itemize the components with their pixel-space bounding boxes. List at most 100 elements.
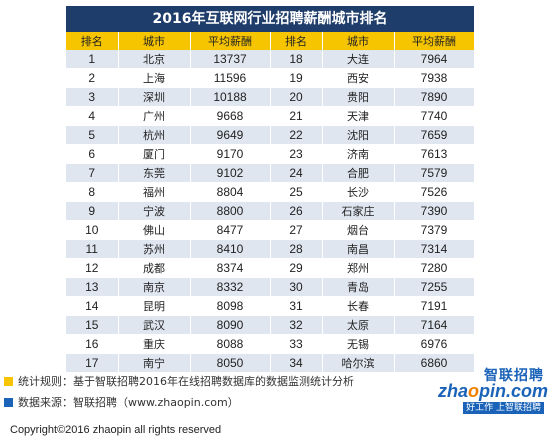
rank-cell: 34 (270, 353, 323, 373)
salary-cell: 7964 (394, 50, 475, 69)
header-city: 城市 (322, 32, 395, 50)
salary-cell: 8374 (190, 258, 271, 278)
city-cell: 佛山 (118, 220, 191, 240)
salary-cell: 9170 (190, 144, 271, 164)
city-cell: 沈阳 (322, 125, 395, 145)
rank-cell: 10 (66, 220, 119, 240)
table-row: 15 武汉 8090 32 太原 7164 (66, 315, 475, 335)
rank-cell: 27 (270, 220, 323, 240)
note-source-text: 数据来源：智联招聘（www.zhaopin.com） (18, 396, 239, 409)
header-rank: 排名 (66, 32, 119, 50)
salary-cell: 8800 (190, 201, 271, 221)
table-row: 10 佛山 8477 27 烟台 7379 (66, 220, 475, 240)
salary-cell: 7191 (394, 296, 475, 316)
city-cell: 苏州 (118, 239, 191, 259)
salary-cell: 6860 (394, 353, 475, 373)
city-cell: 济南 (322, 144, 395, 164)
salary-cell: 7526 (394, 182, 475, 202)
table-row: 9 宁波 8800 26 石家庄 7390 (66, 201, 475, 221)
salary-cell: 13737 (190, 50, 271, 69)
rank-cell: 29 (270, 258, 323, 278)
salary-cell: 7390 (394, 201, 475, 221)
table-row: 13 南京 8332 30 青岛 7255 (66, 277, 475, 297)
salary-cell: 7659 (394, 125, 475, 145)
rank-cell: 14 (66, 296, 119, 316)
rank-cell: 22 (270, 125, 323, 145)
salary-cell: 8804 (190, 182, 271, 202)
salary-cell: 8098 (190, 296, 271, 316)
table-row: 6 厦门 9170 23 济南 7613 (66, 144, 475, 164)
city-cell: 南京 (118, 277, 191, 297)
logo-brand: zhaopin.com (438, 381, 548, 402)
table-row: 12 成都 8374 29 郑州 7280 (66, 258, 475, 278)
salary-cell: 8088 (190, 334, 271, 354)
salary-cell: 7613 (394, 144, 475, 164)
rank-cell: 9 (66, 201, 119, 221)
table-row: 1 北京 13737 18 大连 7964 (66, 50, 475, 69)
logo-brand-post: pin.com (479, 381, 549, 401)
table-row: 3 深圳 10188 20 贵阳 7890 (66, 87, 475, 107)
salary-cell: 10188 (190, 87, 271, 107)
city-cell: 深圳 (118, 87, 191, 107)
rank-cell: 3 (66, 87, 119, 107)
city-cell: 广州 (118, 106, 191, 126)
table-row: 5 杭州 9649 22 沈阳 7659 (66, 125, 475, 145)
salary-cell: 6976 (394, 334, 475, 354)
table-row: 11 苏州 8410 28 南昌 7314 (66, 239, 475, 259)
city-cell: 上海 (118, 68, 191, 88)
salary-cell: 8332 (190, 277, 271, 297)
rank-cell: 26 (270, 201, 323, 221)
salary-cell: 9102 (190, 163, 271, 183)
rank-cell: 25 (270, 182, 323, 202)
rank-cell: 28 (270, 239, 323, 259)
rank-cell: 33 (270, 334, 323, 354)
salary-cell: 7255 (394, 277, 475, 297)
rank-cell: 5 (66, 125, 119, 145)
rank-cell: 24 (270, 163, 323, 183)
table-row: 2 上海 11596 19 西安 7938 (66, 68, 475, 88)
note-rule: 统计规则：基于智联招聘2016年在线招聘数据库的数据监测统计分析 (4, 371, 354, 392)
rank-cell: 23 (270, 144, 323, 164)
rank-cell: 30 (270, 277, 323, 297)
city-cell: 长春 (322, 296, 395, 316)
city-cell: 贵阳 (322, 87, 395, 107)
salary-cell: 7314 (394, 239, 475, 259)
city-cell: 烟台 (322, 220, 395, 240)
table-row: 7 东莞 9102 24 合肥 7579 (66, 163, 475, 183)
rank-cell: 19 (270, 68, 323, 88)
rank-cell: 20 (270, 87, 323, 107)
salary-cell: 7280 (394, 258, 475, 278)
rank-cell: 6 (66, 144, 119, 164)
salary-cell: 7890 (394, 87, 475, 107)
city-cell: 南宁 (118, 353, 191, 373)
header-city: 城市 (118, 32, 191, 50)
city-cell: 杭州 (118, 125, 191, 145)
header-salary: 平均薪酬 (394, 32, 475, 50)
city-cell: 东莞 (118, 163, 191, 183)
city-cell: 福州 (118, 182, 191, 202)
note-source: 数据来源：智联招聘（www.zhaopin.com） (4, 392, 354, 413)
rank-cell: 8 (66, 182, 119, 202)
salary-cell: 8050 (190, 353, 271, 373)
city-cell: 北京 (118, 50, 191, 69)
rank-cell: 12 (66, 258, 119, 278)
header-rank: 排名 (270, 32, 323, 50)
logo-chinese: 智联招聘 (484, 368, 544, 384)
salary-cell: 11596 (190, 68, 271, 88)
salary-cell: 7740 (394, 106, 475, 126)
rank-cell: 11 (66, 239, 119, 259)
city-cell: 武汉 (118, 315, 191, 335)
city-cell: 成都 (118, 258, 191, 278)
rank-cell: 7 (66, 163, 119, 183)
logo-brand-pre: zha (438, 381, 469, 401)
blue-square-icon (4, 398, 13, 407)
logo-brand-o: o (468, 381, 480, 401)
logo-slogan: 好工作 上智联招聘 (463, 402, 544, 414)
salary-cell: 7164 (394, 315, 475, 335)
rank-cell: 13 (66, 277, 119, 297)
header-row: 排名 城市 平均薪酬 排名 城市 平均薪酬 (66, 32, 475, 50)
city-cell: 郑州 (322, 258, 395, 278)
city-cell: 合肥 (322, 163, 395, 183)
table-row: 17 南宁 8050 34 哈尔滨 6860 (66, 353, 475, 373)
city-cell: 青岛 (322, 277, 395, 297)
